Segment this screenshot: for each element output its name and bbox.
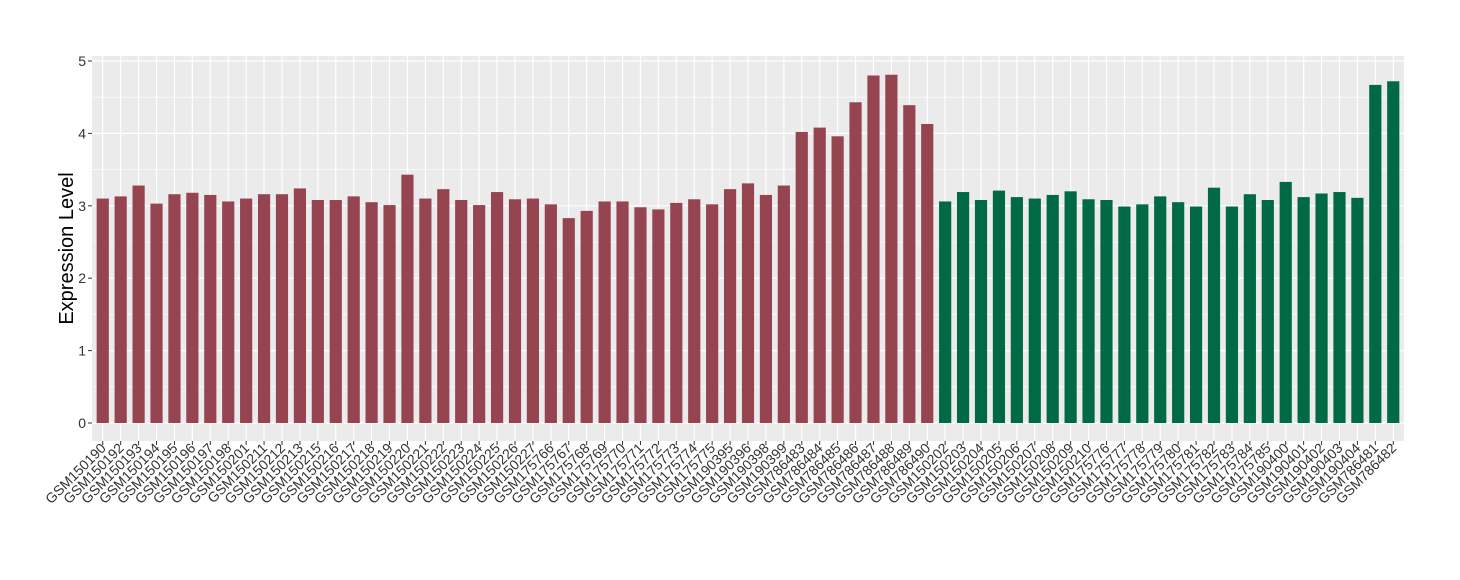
bar-GSM190403 (1333, 192, 1346, 423)
bar-GSM175772 (652, 209, 665, 423)
bar-GSM150198 (222, 201, 235, 423)
bar-GSM175785 (1261, 200, 1274, 423)
bar-GSM786490 (921, 123, 934, 423)
bar-GSM150211 (257, 194, 271, 423)
bar-GSM150207 (1028, 198, 1041, 423)
bar-GSM150223 (455, 200, 468, 423)
bar-GSM190399 (777, 185, 790, 423)
x-axis: GSM150190GSM150192GSM150193GSM150194GSM1… (42, 440, 1400, 507)
bar-GSM190395 (723, 189, 737, 423)
bar-GSM150213 (293, 188, 307, 423)
bar-GSM175767 (562, 218, 575, 423)
bar-GSM150193 (132, 185, 145, 423)
bar-GSM150217 (347, 196, 360, 423)
bar-GSM786482 (1387, 81, 1400, 423)
y-tick-label: 1 (78, 343, 86, 359)
bar-GSM150203 (956, 192, 970, 423)
bar-GSM150204 (974, 200, 988, 423)
bar-GSM150221 (419, 198, 432, 423)
y-axis: 0 1 2 3 4 5 (78, 53, 92, 431)
bar-GSM150195 (168, 194, 181, 423)
y-axis-label: Expression Level (56, 172, 78, 324)
bar-GSM175770 (616, 201, 629, 423)
bar-GSM150192 (114, 196, 127, 423)
bar-GSM150206 (1010, 197, 1023, 423)
bar-GSM786481 (1369, 84, 1382, 423)
bar-GSM190402 (1315, 193, 1328, 423)
y-tick-label: 3 (78, 198, 86, 214)
bar-GSM150209 (1064, 191, 1077, 423)
y-tick-label: 5 (78, 53, 86, 69)
bar-GSM175783 (1225, 206, 1239, 423)
bar-GSM175779 (1154, 196, 1167, 423)
bar-GSM150197 (204, 194, 217, 423)
bar-GSM175766 (544, 204, 557, 423)
bar-GSM175776 (1100, 200, 1113, 423)
bar-GSM150215 (311, 200, 324, 423)
bar-GSM175775 (706, 204, 719, 423)
bar-GSM150202 (939, 201, 952, 423)
bar-GSM786485 (831, 136, 844, 423)
bar-GSM175781 (1189, 206, 1203, 423)
bar-GSM175782 (1207, 187, 1221, 423)
bar-GSM175771 (634, 207, 647, 423)
bar-GSM786487 (867, 75, 880, 423)
bar-GSM175774 (688, 199, 701, 423)
y-tick-label: 2 (78, 270, 86, 286)
bar-GSM150220 (401, 174, 414, 423)
bar-GSM150190 (96, 198, 109, 423)
bar-GSM175768 (580, 210, 593, 423)
bar-GSM150196 (186, 192, 199, 423)
bar-GSM150225 (490, 192, 504, 423)
bar-GSM150216 (329, 200, 342, 423)
bar-GSM150224 (473, 205, 486, 423)
bar-GSM175777 (1118, 206, 1131, 423)
bar-GSM175773 (670, 202, 683, 423)
bar-GSM150219 (383, 205, 396, 423)
bar-GSM150210 (1082, 199, 1095, 423)
bar-GSM786486 (849, 102, 862, 423)
bar-GSM175778 (1136, 204, 1149, 423)
bar-GSM150226 (508, 199, 522, 423)
bar-GSM150222 (437, 189, 450, 423)
bar-GSM150208 (1046, 194, 1059, 423)
bars (96, 74, 1400, 424)
bar-GSM786488 (885, 74, 898, 424)
bar-GSM190398 (759, 194, 773, 423)
bar-GSM150227 (526, 198, 540, 423)
bar-GSM786483 (795, 131, 808, 423)
bar-GSM175769 (598, 201, 611, 423)
bar-GSM190400 (1279, 181, 1292, 423)
bar-GSM786484 (813, 127, 826, 423)
y-tick-label: 4 (78, 125, 86, 141)
bar-GSM175784 (1243, 194, 1256, 423)
bar-GSM175780 (1172, 202, 1185, 423)
bar-GSM150201 (240, 198, 253, 423)
bar-GSM190404 (1351, 197, 1364, 423)
bar-GSM786489 (903, 105, 916, 423)
bar-GSM150218 (365, 202, 378, 423)
bar-GSM190396 (741, 183, 755, 423)
bar-GSM150212 (275, 194, 289, 423)
bar-GSM190401 (1297, 197, 1310, 423)
bar-GSM150194 (150, 203, 163, 423)
bar-GSM150205 (992, 190, 1006, 423)
y-tick-label: 0 (78, 415, 86, 431)
